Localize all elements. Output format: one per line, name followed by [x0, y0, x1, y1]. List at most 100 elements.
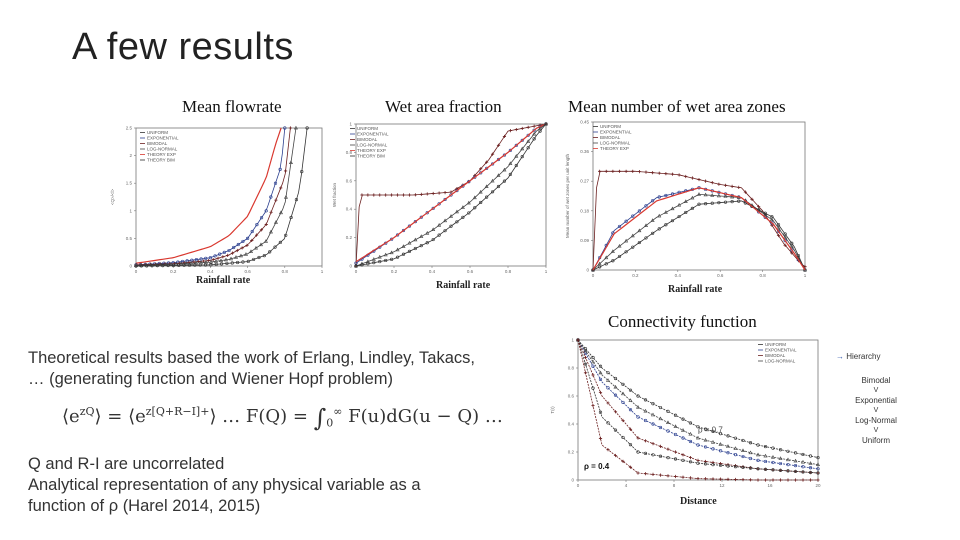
data-point [790, 248, 794, 252]
data-point [636, 394, 640, 398]
data-point [741, 438, 745, 443]
data-point [711, 447, 715, 451]
data-point [496, 157, 501, 162]
data-point [733, 446, 738, 450]
data-point [598, 364, 603, 368]
data-point [644, 170, 648, 174]
data-point [225, 261, 229, 266]
data-point [193, 263, 197, 267]
data-point [776, 225, 781, 230]
wet-area-title: Wet area fraction [385, 97, 502, 116]
data-point [617, 169, 622, 173]
data-point [431, 191, 435, 196]
data-point [395, 255, 400, 259]
x-tick-label: 4 [625, 483, 628, 488]
legend-entry: EXPONENTIAL [765, 348, 797, 353]
data-point [790, 241, 794, 245]
data-point [664, 193, 668, 198]
data-point [704, 179, 708, 183]
data-point [526, 146, 530, 150]
data-point [425, 230, 430, 235]
data-point [598, 390, 603, 395]
data-point [725, 444, 731, 448]
data-point [610, 249, 615, 253]
data-point [576, 338, 580, 342]
data-point [617, 243, 622, 248]
data-point [455, 187, 459, 191]
data-point [677, 202, 682, 207]
data-point [520, 155, 524, 159]
data-point [743, 190, 747, 194]
data-point [737, 199, 741, 203]
data-point [696, 458, 700, 462]
data-point [390, 193, 394, 197]
data-point [214, 262, 218, 266]
data-point [485, 160, 489, 164]
data-point [816, 467, 820, 471]
data-point [583, 348, 588, 353]
data-point [717, 201, 721, 205]
legend-entry: EXPONENTIAL [147, 136, 179, 141]
x-tick-label: 0.2 [391, 269, 398, 274]
data-point [591, 386, 595, 390]
data-point [188, 261, 193, 265]
series-line [592, 187, 806, 271]
data-point [211, 258, 215, 262]
data-point [643, 418, 648, 423]
data-point [204, 256, 208, 260]
data-point [449, 190, 453, 194]
data-point [241, 260, 245, 264]
data-point [372, 193, 376, 197]
data-point [801, 478, 805, 482]
data-point [670, 206, 675, 211]
data-point [683, 199, 688, 203]
data-point [278, 167, 282, 172]
data-point [670, 192, 675, 196]
y-tick-label: 0.5 [126, 236, 133, 241]
hierarchy-level: Exponential [855, 396, 897, 405]
data-point [233, 255, 238, 259]
data-point [786, 469, 790, 473]
data-point [741, 478, 745, 482]
x-tick-label: 0 [355, 269, 358, 274]
data-point [696, 477, 700, 481]
data-point [190, 258, 194, 262]
data-point [703, 445, 708, 449]
data-point [407, 249, 412, 254]
data-point [711, 477, 715, 481]
y-tick-label: 1 [349, 122, 352, 127]
data-point [425, 211, 429, 215]
data-point [778, 468, 783, 472]
data-point [718, 432, 723, 436]
y-tick-label: 0.4 [346, 207, 353, 212]
legend-entry: THEORY EXP [147, 152, 176, 157]
data-point [437, 191, 441, 195]
data-point [213, 254, 217, 258]
data-point [218, 252, 222, 256]
data-point [718, 442, 723, 446]
hierarchy-panel: → Hierarchy Bimodal V Exponential V Log-… [836, 352, 916, 446]
data-point [591, 404, 595, 408]
data-point [155, 264, 159, 268]
data-point [657, 227, 661, 231]
data-point [354, 264, 358, 268]
x-tick-label: 0.4 [429, 269, 436, 274]
data-point [643, 472, 648, 476]
data-point [658, 454, 663, 458]
data-point [793, 451, 798, 455]
x-tick-label: 8 [673, 483, 676, 488]
x-tick-label: 0.6 [717, 273, 724, 278]
data-point [378, 193, 382, 197]
data-point [268, 229, 273, 234]
data-point [718, 477, 723, 481]
flowrate-plot: 0 0 0.2 0.5 0.4 1 0.6 1.5 0.8 2 1 2.5 <Q>/<l> UNIFORM… [108, 122, 330, 290]
data-point [621, 418, 625, 423]
hierarchy-separator: V [873, 387, 879, 394]
data-point [786, 463, 790, 467]
data-point [776, 223, 781, 227]
zones-plot: 0 0 0.2 0.09 0.4 0.18 0.6 0.27 0.8 0.36 1 0.45 Mean … [563, 118, 813, 293]
data-point [419, 215, 423, 219]
data-point [187, 263, 192, 267]
data-point [763, 453, 768, 458]
data-point [635, 404, 641, 409]
